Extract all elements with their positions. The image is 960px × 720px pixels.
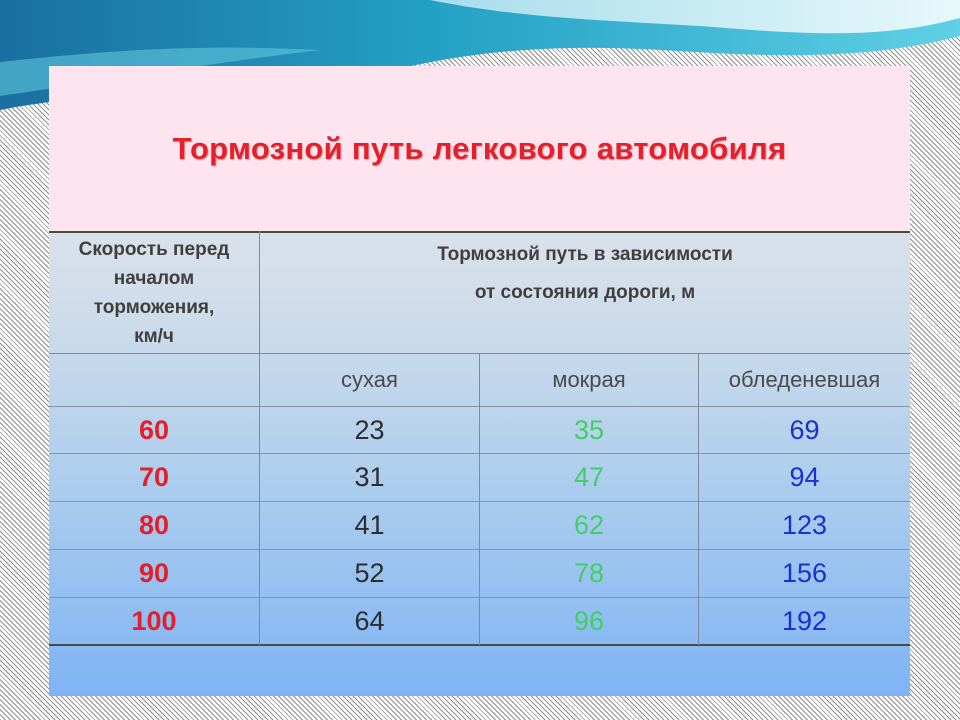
header-distance-line: Тормозной путь в зависимости: [437, 244, 733, 265]
header-speed: Скорость перед началом торможения, км/ч: [49, 233, 259, 353]
column-header-icy: обледеневшая: [728, 367, 881, 392]
wet-distance-cell: 96: [573, 605, 605, 636]
speed-cell: 70: [138, 462, 170, 492]
speed-cell: 100: [131, 605, 177, 636]
speed-cell: 90: [138, 558, 170, 588]
header-braking-distance: Тормозной путь в зависимости от состояни…: [260, 233, 910, 315]
icy-distance-cell: 156: [781, 558, 828, 588]
table-border-bottom: [49, 644, 910, 646]
speed-cell: 60: [138, 414, 170, 445]
column-divider: [479, 353, 480, 645]
column-divider: [698, 353, 699, 645]
slide-title: Тормозной путь легкового автомобиля: [49, 66, 910, 231]
header-speed-line: началом: [113, 268, 195, 289]
dry-distance-cell: 64: [354, 605, 385, 636]
dry-distance-cell: 23: [354, 414, 385, 445]
column-header-dry: сухая: [341, 367, 398, 392]
wet-distance-cell: 47: [573, 462, 605, 492]
header-speed-line: км/ч: [134, 326, 174, 347]
speed-cell: 80: [138, 510, 170, 540]
icy-distance-cell: 123: [781, 510, 828, 540]
column-header-wet: мокрая: [552, 367, 626, 392]
title-text: Тормозной путь легкового автомобиля: [172, 130, 787, 166]
dry-distance-cell: 52: [354, 558, 385, 588]
braking-distance-table: Скорость перед началом торможения, км/ч …: [49, 231, 910, 696]
header-speed-line: торможения,: [93, 297, 215, 318]
wet-distance-cell: 35: [573, 414, 605, 445]
slide: Тормозной путь легкового автомобиля Скор…: [49, 66, 910, 696]
icy-distance-cell: 69: [789, 414, 820, 445]
icy-distance-cell: 192: [781, 605, 828, 636]
dry-distance-cell: 31: [354, 462, 385, 492]
table-border-top: [49, 231, 910, 233]
column-divider: [259, 231, 260, 645]
icy-distance-cell: 94: [789, 462, 820, 492]
wet-distance-cell: 62: [573, 510, 605, 540]
wet-distance-cell: 78: [573, 558, 605, 588]
header-speed-line: Скорость перед: [78, 239, 230, 260]
header-distance-line: от состояния дороги, м: [474, 282, 696, 303]
dry-distance-cell: 41: [354, 510, 385, 540]
